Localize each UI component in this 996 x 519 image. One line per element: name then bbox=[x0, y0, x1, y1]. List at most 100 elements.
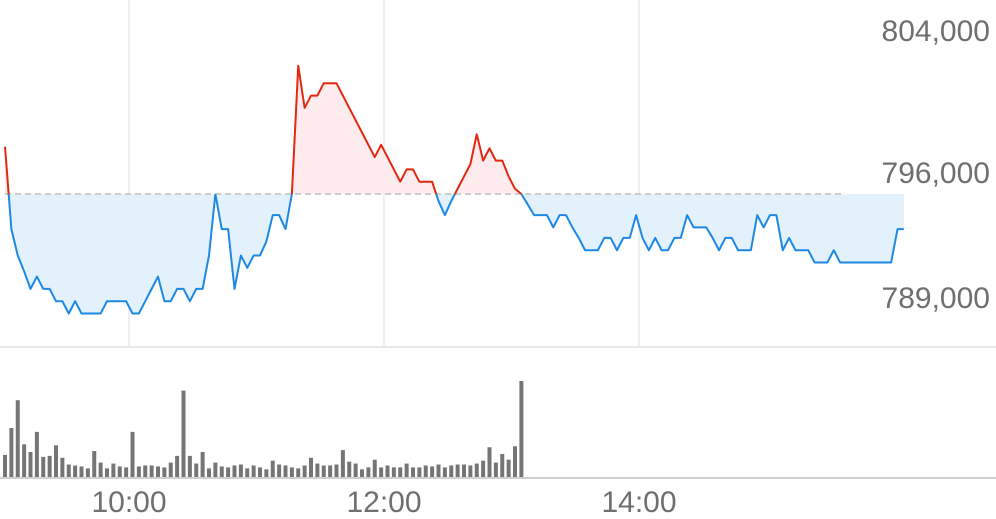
line-layer bbox=[4, 64, 904, 315]
volume-bar bbox=[474, 463, 479, 477]
volume-bar bbox=[481, 460, 486, 477]
volume-bar bbox=[124, 467, 129, 477]
volume-bar bbox=[455, 464, 460, 477]
volume-bar bbox=[22, 444, 27, 477]
volume-bar bbox=[423, 465, 428, 477]
price-line-segment-up bbox=[290, 64, 438, 195]
volume-bar bbox=[289, 467, 294, 477]
volume-bar bbox=[258, 467, 262, 477]
volume-bar bbox=[117, 466, 122, 477]
price-line-segment-up bbox=[4, 146, 10, 195]
volume-bar bbox=[404, 463, 409, 477]
volume-bar bbox=[372, 459, 377, 477]
volume-bar bbox=[73, 465, 78, 477]
volume-bar bbox=[3, 454, 7, 477]
volume-bar bbox=[200, 452, 205, 477]
volume-bar bbox=[493, 462, 498, 477]
volume-bar bbox=[105, 468, 109, 477]
volume-bar bbox=[347, 461, 352, 477]
volume-bar bbox=[28, 452, 33, 477]
volume-layer bbox=[3, 381, 524, 477]
volume-bar bbox=[309, 457, 313, 477]
y-tick-label: 789,000 bbox=[882, 282, 990, 315]
y-tick-label: 804,000 bbox=[882, 15, 990, 48]
volume-bar bbox=[462, 464, 466, 477]
volume-bar bbox=[277, 464, 282, 477]
price-area-below-baseline bbox=[8, 194, 216, 314]
y-tick-label: 796,000 bbox=[882, 157, 990, 190]
volume-bar bbox=[79, 466, 84, 477]
volume-bar bbox=[175, 455, 180, 477]
volume-bar bbox=[219, 466, 224, 477]
volume-bar bbox=[296, 468, 301, 477]
volume-bar bbox=[111, 463, 116, 477]
volume-bar bbox=[500, 453, 505, 477]
volume-bar bbox=[156, 466, 160, 477]
volume-bar bbox=[181, 390, 186, 477]
price-line-segment-up bbox=[454, 133, 523, 195]
volume-bar bbox=[41, 456, 46, 477]
volume-bar bbox=[54, 445, 58, 477]
volume-bar bbox=[194, 463, 199, 477]
price-line-segment-down bbox=[520, 193, 904, 264]
volume-bar bbox=[411, 467, 415, 477]
volume-bar bbox=[302, 465, 307, 477]
volume-bar bbox=[207, 468, 211, 477]
volume-bar bbox=[449, 465, 454, 477]
x-tick-label: 14:00 bbox=[601, 486, 676, 519]
volume-bar bbox=[143, 465, 148, 477]
volume-bar bbox=[85, 468, 90, 477]
x-axis-labels: 10:00 12:00 14:00 bbox=[91, 486, 676, 519]
volume-bar bbox=[162, 467, 167, 477]
price-area-above-baseline bbox=[291, 65, 437, 194]
volume-bar bbox=[340, 450, 345, 477]
volume-bar bbox=[98, 462, 103, 477]
x-tick-label: 12:00 bbox=[346, 486, 421, 519]
volume-bar bbox=[442, 467, 447, 477]
y-axis-labels: 804,000 796,000 789,000 bbox=[882, 15, 990, 315]
volume-bar bbox=[251, 465, 256, 477]
price-area-below-baseline bbox=[215, 194, 292, 289]
volume-bar bbox=[15, 400, 20, 477]
volume-bar bbox=[379, 467, 384, 477]
volume-bar bbox=[60, 457, 65, 477]
x-tick-label: 10:00 bbox=[91, 486, 166, 519]
volume-bar bbox=[430, 466, 435, 477]
volume-bar bbox=[360, 469, 364, 477]
volume-bar bbox=[136, 466, 141, 477]
price-line-segment-down bbox=[214, 193, 293, 290]
volume-bar bbox=[283, 465, 288, 477]
volume-bar bbox=[34, 431, 39, 477]
volume-bar bbox=[66, 464, 71, 477]
volume-bar bbox=[315, 463, 320, 477]
volume-bar bbox=[417, 467, 422, 477]
price-line-segment-down bbox=[435, 193, 456, 217]
volume-bar bbox=[264, 469, 269, 477]
volume-bar bbox=[9, 428, 14, 477]
price-area-above-baseline bbox=[454, 134, 522, 194]
price-area-below-baseline bbox=[521, 194, 904, 263]
volume-bar bbox=[385, 465, 390, 477]
volume-bar bbox=[328, 465, 333, 477]
volume-bar bbox=[468, 465, 473, 477]
volume-bar bbox=[506, 459, 511, 477]
volume-bar bbox=[232, 465, 237, 477]
volume-bar bbox=[321, 465, 326, 477]
price-area-below-baseline bbox=[436, 194, 455, 216]
volume-bar bbox=[519, 381, 524, 477]
area-layer bbox=[5, 65, 904, 314]
volume-bar bbox=[238, 464, 243, 477]
price-line-segment-down bbox=[7, 193, 217, 315]
volume-bar bbox=[47, 455, 52, 477]
volume-bar bbox=[187, 455, 192, 477]
volume-bar bbox=[366, 467, 371, 477]
volume-bar bbox=[226, 467, 231, 477]
grid-layer bbox=[0, 0, 996, 479]
volume-bar bbox=[353, 463, 358, 477]
volume-bar bbox=[245, 468, 250, 477]
volume-bar bbox=[398, 467, 403, 477]
volume-bar bbox=[270, 460, 275, 477]
volume-bar bbox=[334, 464, 339, 477]
